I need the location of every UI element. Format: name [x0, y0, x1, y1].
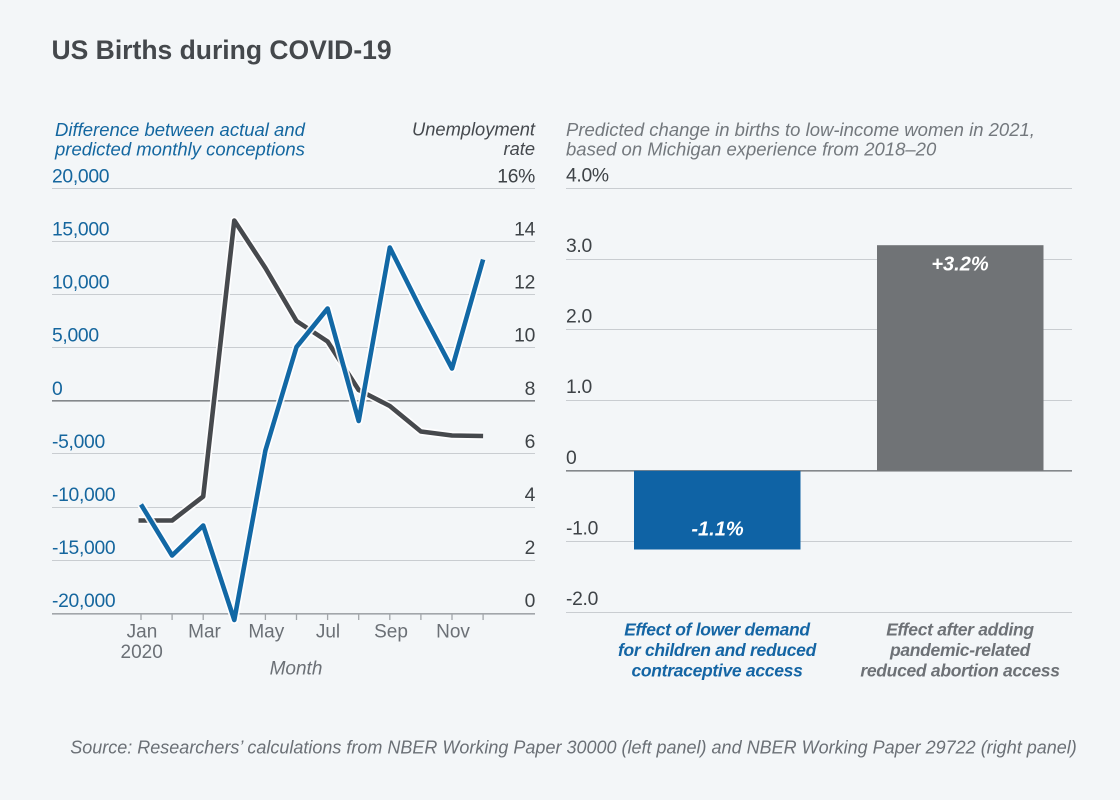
svg-text:Predicted change in births to: Predicted change in births to low-income…	[566, 119, 1035, 140]
svg-text:14: 14	[514, 220, 535, 241]
svg-text:Jul: Jul	[316, 622, 340, 643]
svg-text:predicted monthly conceptions: predicted monthly conceptions	[54, 138, 305, 159]
svg-text:rate: rate	[503, 138, 535, 159]
svg-text:16%: 16%	[497, 166, 535, 187]
svg-text:-1.1%: -1.1%	[691, 519, 743, 541]
svg-text:+3.2%: +3.2%	[931, 254, 988, 276]
svg-text:pandemic-related: pandemic-related	[889, 640, 1031, 660]
svg-text:for children and reduced: for children and reduced	[618, 640, 817, 660]
svg-text:-20,000: -20,000	[52, 591, 115, 612]
svg-text:-1.0: -1.0	[566, 518, 598, 539]
svg-text:0: 0	[52, 379, 62, 400]
svg-text:May: May	[248, 622, 284, 643]
svg-text:2: 2	[525, 538, 535, 559]
svg-text:0: 0	[525, 591, 535, 612]
svg-text:Mar: Mar	[188, 622, 221, 643]
svg-text:5,000: 5,000	[52, 326, 99, 347]
svg-text:2020: 2020	[121, 642, 163, 663]
svg-text:Nov: Nov	[436, 622, 470, 643]
svg-text:10,000: 10,000	[52, 273, 109, 294]
svg-text:reduced abortion access: reduced abortion access	[860, 661, 1060, 681]
svg-text:1.0: 1.0	[566, 377, 592, 398]
svg-text:20,000: 20,000	[52, 166, 109, 187]
svg-text:12: 12	[514, 273, 535, 294]
svg-text:US Births during COVID-19: US Births during COVID-19	[52, 35, 392, 65]
svg-text:Month: Month	[270, 659, 323, 680]
svg-text:6: 6	[525, 432, 535, 453]
svg-text:10: 10	[514, 326, 535, 347]
svg-text:4: 4	[525, 485, 536, 506]
svg-text:Effect of lower demand: Effect of lower demand	[624, 620, 810, 640]
svg-text:2.0: 2.0	[566, 307, 592, 328]
svg-text:4.0%: 4.0%	[566, 166, 609, 187]
svg-text:-2.0: -2.0	[566, 589, 598, 610]
svg-text:based on Michigan experience f: based on Michigan experience from 2018–2…	[566, 138, 937, 159]
svg-text:Sep: Sep	[374, 622, 408, 643]
svg-text:8: 8	[525, 379, 535, 400]
svg-text:Unemployment: Unemployment	[412, 119, 536, 140]
svg-text:Effect after adding: Effect after adding	[886, 620, 1034, 640]
svg-text:-5,000: -5,000	[52, 432, 105, 453]
svg-text:-10,000: -10,000	[52, 485, 115, 506]
svg-text:-15,000: -15,000	[52, 538, 115, 559]
svg-text:15,000: 15,000	[52, 220, 109, 241]
svg-text:Jan: Jan	[127, 622, 158, 643]
svg-text:Source: Researchers’ calculati: Source: Researchers’ calculations from N…	[70, 738, 1077, 758]
svg-text:contraceptive access: contraceptive access	[631, 661, 803, 681]
svg-text:3.0: 3.0	[566, 236, 592, 257]
svg-text:Difference between actual and: Difference between actual and	[55, 119, 306, 140]
svg-text:0: 0	[566, 448, 576, 469]
